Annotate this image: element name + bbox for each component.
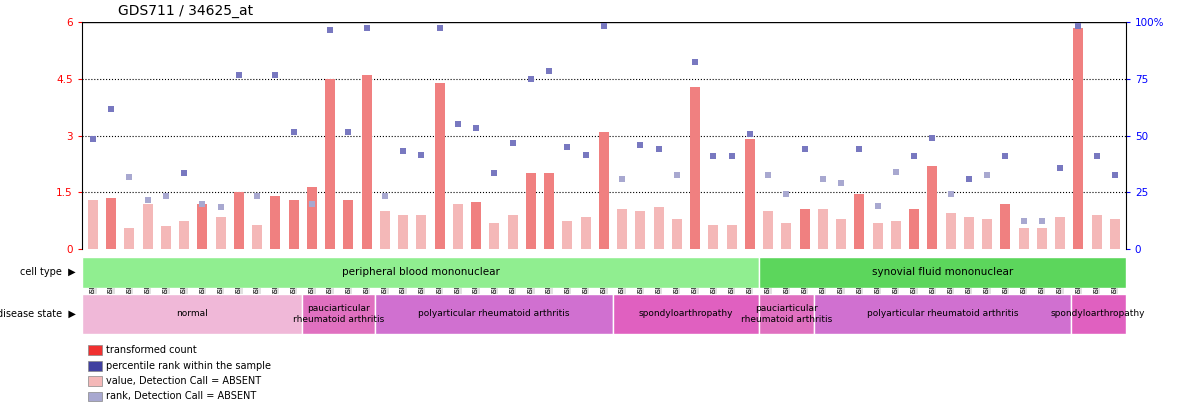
Bar (142, 204, 153, 249)
Bar (471, 202, 482, 249)
Text: value, Detection Call = ABSENT: value, Detection Call = ABSENT (106, 376, 261, 386)
Bar (745, 139, 755, 249)
Bar (526, 173, 536, 249)
Text: pauciarticular
rheumatoid arthritis: pauciarticular rheumatoid arthritis (293, 304, 384, 324)
Bar (544, 173, 554, 249)
Bar (1070, 294, 1126, 334)
Bar (82, 257, 760, 288)
Bar (760, 257, 1126, 288)
Bar (814, 294, 1070, 334)
Bar (489, 223, 500, 249)
Bar (307, 187, 317, 249)
Text: spondyloarthropathy: spondyloarthropathy (1051, 309, 1145, 318)
Bar (1037, 228, 1046, 249)
Bar (453, 204, 462, 249)
Bar (508, 215, 518, 249)
Bar (690, 87, 700, 249)
Bar (435, 83, 444, 249)
Text: peripheral blood mononuclear: peripheral blood mononuclear (342, 267, 500, 277)
Bar (982, 219, 992, 249)
Text: synovial fluid mononuclear: synovial fluid mononuclear (872, 267, 1014, 277)
Bar (562, 221, 572, 249)
Bar (818, 209, 828, 249)
Bar (580, 217, 591, 249)
Bar (927, 166, 938, 249)
Bar (781, 223, 791, 249)
Bar (1110, 219, 1120, 249)
Bar (379, 211, 390, 249)
Bar (636, 211, 645, 249)
Bar (672, 219, 681, 249)
Bar (252, 224, 262, 249)
Text: transformed count: transformed count (106, 345, 196, 355)
Bar (613, 294, 760, 334)
Bar (124, 228, 135, 249)
Bar (836, 219, 846, 249)
Bar (417, 215, 426, 249)
Bar (1055, 217, 1066, 249)
Bar (361, 75, 372, 249)
Bar (343, 200, 353, 249)
Bar (616, 209, 627, 249)
Bar (963, 217, 974, 249)
Bar (289, 200, 299, 249)
Bar (197, 204, 207, 249)
Text: polyarticular rheumatoid arthritis: polyarticular rheumatoid arthritis (867, 309, 1019, 318)
Bar (726, 224, 737, 249)
Text: cell type  ▶: cell type ▶ (20, 267, 76, 277)
Text: percentile rank within the sample: percentile rank within the sample (106, 361, 271, 371)
Text: rank, Detection Call = ABSENT: rank, Detection Call = ABSENT (106, 392, 256, 401)
Bar (1092, 215, 1102, 249)
Bar (399, 215, 408, 249)
Bar (799, 209, 809, 249)
Bar (302, 294, 374, 334)
Bar (106, 198, 116, 249)
Bar (760, 294, 814, 334)
Text: GDS711 / 34625_at: GDS711 / 34625_at (118, 4, 253, 18)
Text: spondyloarthropathy: spondyloarthropathy (639, 309, 733, 318)
Text: disease state  ▶: disease state ▶ (0, 309, 76, 319)
Bar (374, 294, 613, 334)
Bar (179, 221, 189, 249)
Bar (325, 79, 335, 249)
Bar (891, 221, 901, 249)
Bar (216, 217, 225, 249)
Text: pauciarticular
rheumatoid arthritis: pauciarticular rheumatoid arthritis (742, 304, 832, 324)
Bar (763, 211, 773, 249)
Text: polyarticular rheumatoid arthritis: polyarticular rheumatoid arthritis (418, 309, 569, 318)
Bar (873, 223, 883, 249)
Bar (82, 294, 302, 334)
Text: normal: normal (176, 309, 207, 318)
Bar (708, 224, 719, 249)
Bar (909, 209, 919, 249)
Bar (855, 194, 864, 249)
Bar (161, 226, 171, 249)
Bar (88, 200, 98, 249)
Bar (1001, 204, 1010, 249)
Bar (1019, 228, 1028, 249)
Bar (598, 132, 609, 249)
Bar (945, 213, 956, 249)
Bar (1073, 28, 1084, 249)
Bar (654, 207, 663, 249)
Bar (270, 196, 281, 249)
Bar (234, 192, 244, 249)
